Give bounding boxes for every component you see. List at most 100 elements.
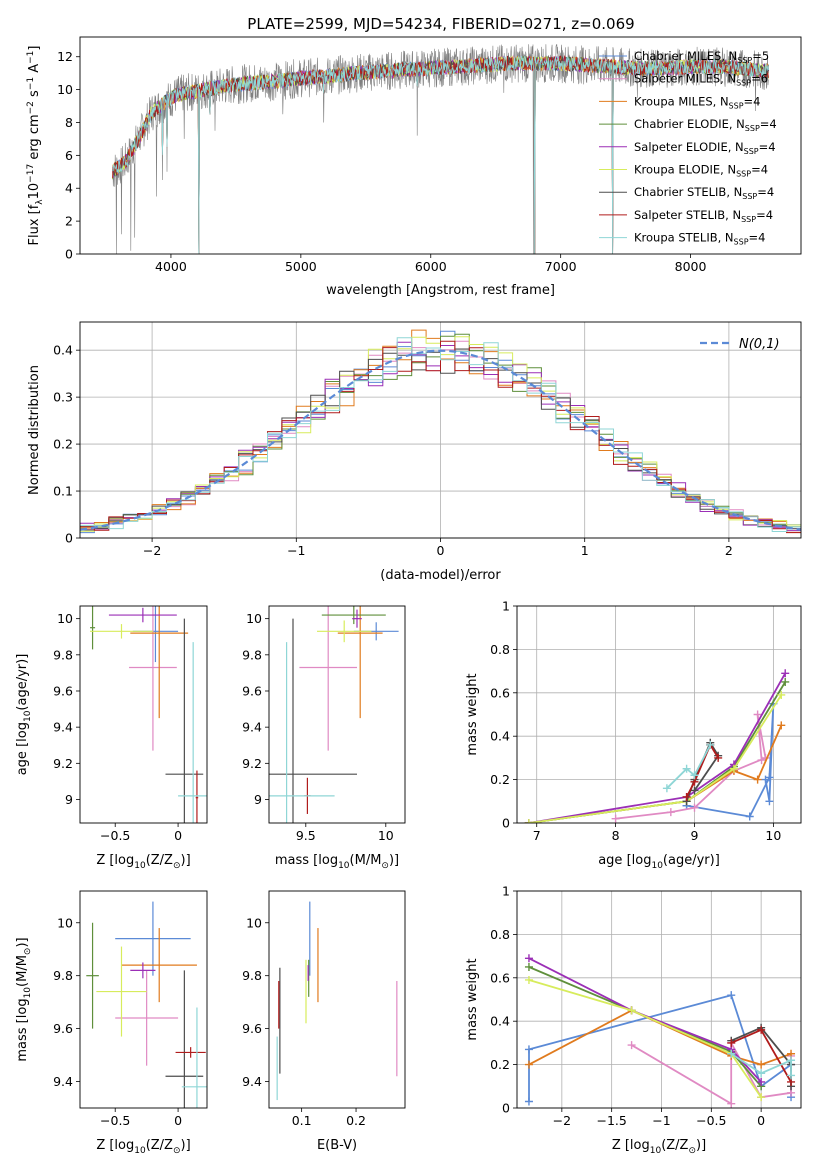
- legend-label: Kroupa MILES, N: [634, 94, 729, 108]
- spectrum-ylabel-part: Flux [f: [27, 204, 42, 245]
- legend-val: =4: [757, 185, 774, 199]
- mass_vs_Z-ylabel-part: ⊙: [23, 948, 33, 956]
- massweight_vs_Z-ytick-label: 1: [502, 884, 510, 899]
- spectrum-lines: [112, 44, 769, 254]
- residuals-frame: [79, 321, 802, 539]
- legend-entry: Salpeter ELODIE, NSSP=4: [634, 140, 776, 156]
- spectrum-ytick-label: 6: [65, 148, 73, 163]
- age_vs_Z-xlabel-part: 10: [134, 861, 146, 871]
- mass_vs_EBV-errorbars: [276, 901, 398, 1101]
- legend-label: Salpeter ELODIE, N: [634, 140, 744, 154]
- mass_vs_EBV-axes: 0.1 0.2 9.4 9.6 9.8 10: [242, 915, 366, 1128]
- massweight_vs_Z-xlabel-part: )]: [696, 1138, 706, 1153]
- figure-title: PLATE=2599, MJD=54234, FIBERID=0271, z=0…: [247, 15, 634, 33]
- legend-label: Chabrier ELODIE, N: [634, 117, 745, 131]
- spectrum-ylabel-part: ]: [27, 46, 42, 51]
- spectrum-xtick-label: 4000: [155, 259, 187, 274]
- age_vs_Z-xlabel-part: (Z/Z: [146, 853, 173, 868]
- residuals-ytick-label: 0: [65, 531, 73, 546]
- age_vs_mass-ytick-label: 9: [254, 792, 262, 807]
- massweight_vs_Z-series-chabrier_elodie: [528, 966, 762, 1087]
- residuals-xtick-label: 1: [581, 543, 589, 558]
- age_vs_Z-ytick-label: 9.4: [53, 720, 73, 735]
- age_vs_Z-xlabel-part: )]: [181, 853, 191, 868]
- mass_vs_Z-xlabel-part: )]: [181, 1138, 191, 1153]
- legend-val: =5: [752, 49, 769, 63]
- massweight_vs_age-frame: [516, 605, 802, 824]
- massweight_vs_age-xtick-label: 9: [691, 828, 699, 843]
- spectrum-ylabel-part: −1: [26, 77, 36, 90]
- mass_vs_Z-xtick-label: 0: [174, 1113, 182, 1128]
- massweight_vs_Z-marker-salpeter_stelib: [757, 1025, 766, 1034]
- mass_vs_Z-ylabel-part: 10: [23, 987, 33, 999]
- massweight_vs_Z-marker-salpeter_miles: [727, 1099, 736, 1108]
- mass_vs_EBV-xtick-label: 0.1: [292, 1113, 312, 1128]
- massweight_vs_Z-series-kroupa_stelib: [730, 1053, 792, 1076]
- massweight_vs_age-ytick-label: 0: [502, 816, 510, 831]
- mass_vs_EBV-xtick-label: 0.2: [346, 1113, 366, 1128]
- spectrum-ylabel: Flux [fλ10−17 erg cm−2 s−1 A−1]: [26, 46, 45, 246]
- age_vs_Z-xlabel: Z [log10(Z/Z⊙)]: [96, 853, 190, 871]
- normal-legend-label: N(0,1): [739, 337, 780, 352]
- massweight_vs_Z-ytick-label: 0.8: [490, 927, 510, 942]
- massweight_vs_Z-ylabel: mass weight: [465, 958, 480, 1040]
- residuals-xtick-label: −1: [287, 543, 305, 558]
- massweight_vs_age-series-salpeter_stelib: [685, 744, 719, 798]
- age_vs_mass-xtick-label: 10: [378, 828, 394, 843]
- spectrum-xtick-label: 8000: [675, 259, 707, 274]
- massweight_vs_Z-xlabel-part: 10: [650, 1146, 662, 1156]
- massweight_vs_Z-ytick-label: 0.4: [490, 1014, 510, 1029]
- spectrum-ylabel-part: A: [27, 64, 42, 77]
- legend-sub: SSP: [742, 192, 757, 201]
- legend-label: Kroupa ELODIE, N: [634, 163, 736, 177]
- massweight_vs_Z-series-chabrier_miles: [528, 994, 792, 1102]
- legend-val: =4: [744, 94, 761, 108]
- massweight_vs_Z-marker-salpeter_elodie: [524, 954, 533, 963]
- mass_vs_Z-ylabel: mass [log10(M/M⊙)]: [15, 937, 33, 1061]
- normal-curve: [80, 349, 801, 531]
- massweight_vs_Z-xtick-label: −0.5: [696, 1113, 726, 1128]
- massweight_vs_age-marker-kroupa_stelib: [690, 771, 699, 780]
- legend-entry: Chabrier MILES, NSSP=5: [634, 49, 769, 65]
- massweight_vs_Z-marker-kroupa_elodie: [757, 1093, 766, 1102]
- spectrum-ylabel-part: λ: [35, 199, 45, 205]
- spectrum-ytick-label: 4: [65, 181, 73, 196]
- mass_vs_Z-xlabel-part: Z [log: [96, 1138, 134, 1153]
- histogram-kroupa_stelib: [80, 337, 801, 532]
- legend-entry: Kroupa STELIB, NSSP=4: [634, 231, 765, 247]
- age_vs_Z-ytick-label: 9: [65, 792, 73, 807]
- massweight_vs_Z-ytick-label: 0.6: [490, 970, 510, 985]
- massweight_vs_age-marker-kroupa_stelib: [682, 764, 691, 773]
- mass_vs_EBV-xlabel: E(B-V): [317, 1138, 357, 1153]
- massweight_vs_age-marker-kroupa_elodie: [729, 764, 738, 773]
- age_vs_Z-ytick-label: 9.8: [53, 647, 73, 662]
- massweight_vs_age-axes: 7 8 9 10 0 0.2 0.4 0.6 0.8 1: [490, 599, 801, 843]
- legend-sub: SSP: [736, 79, 751, 88]
- massweight_vs_Z-marker-kroupa_stelib: [757, 1069, 766, 1078]
- spectrum-xtick-label: 5000: [285, 259, 317, 274]
- age_vs_Z-frame: [79, 605, 208, 824]
- legend-label: Salpeter STELIB, N: [634, 208, 741, 222]
- massweight_vs_age-marker-salpeter_miles: [753, 710, 762, 719]
- massweight_vs_age-xtick-label: 8: [612, 828, 620, 843]
- legend-entry: Salpeter STELIB, NSSP=4: [634, 208, 773, 224]
- legend-val: =4: [756, 208, 773, 222]
- age_vs_Z-ytick-label: 10: [57, 611, 73, 626]
- massweight_vs_Z-xlabel-part: ⊙: [688, 1146, 696, 1156]
- massweight_vs_Z-xtick-label: 0: [757, 1113, 765, 1128]
- massweight_vs_age-ytick-label: 0.6: [490, 685, 510, 700]
- residuals-ytick-label: 0.4: [53, 343, 73, 358]
- massweight_vs_Z-series-kroupa_elodie: [528, 979, 762, 1098]
- massweight_vs_Z-marker-kroupa_elodie: [524, 975, 533, 984]
- age_vs_mass-ytick-label: 10: [246, 611, 262, 626]
- legend-sub: SSP: [744, 147, 759, 156]
- spectrum-model-kroupa_stelib: [112, 55, 769, 254]
- massweight_vs_age-ylabel: mass weight: [465, 673, 480, 755]
- legend-sub: SSP: [734, 238, 749, 247]
- massweight_vs_Z-xlabel-part: (Z/Z: [661, 1138, 688, 1153]
- massweight_vs_age-ytick-label: 0.4: [490, 729, 510, 744]
- massweight_vs_Z-ytick-label: 0: [502, 1101, 510, 1116]
- age_vs_Z-ytick-label: 9.6: [53, 683, 73, 698]
